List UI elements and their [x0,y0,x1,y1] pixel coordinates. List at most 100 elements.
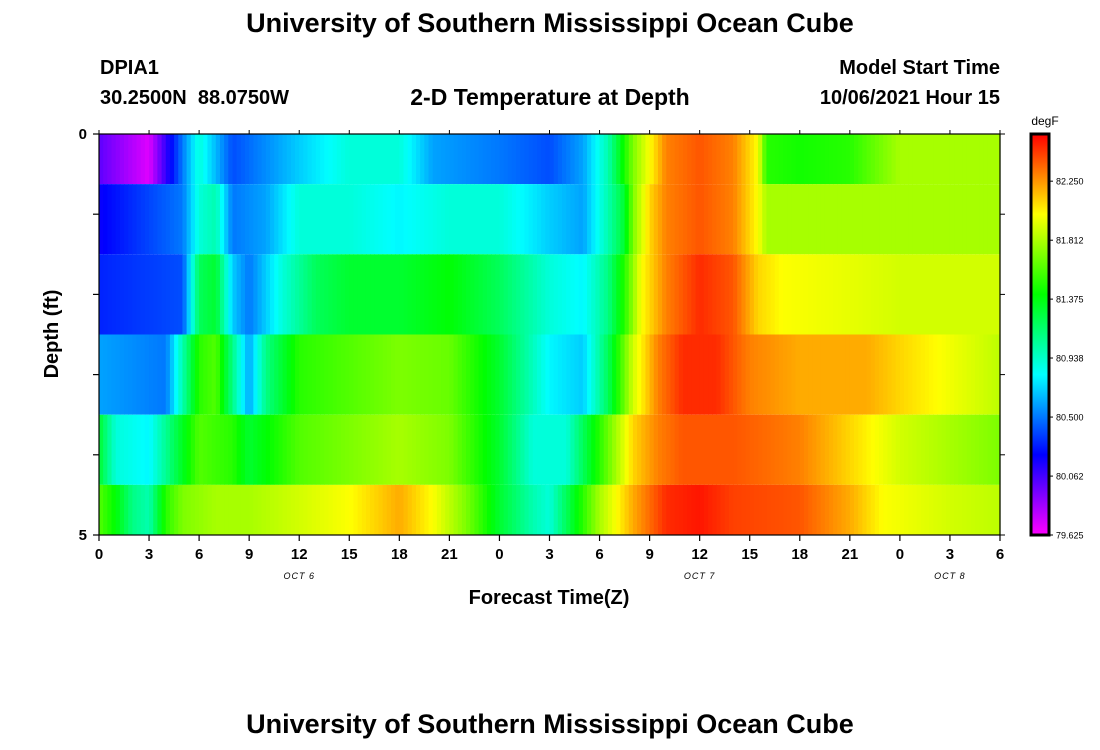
heatmap-cell [299,414,304,485]
heatmap-cell [866,254,872,335]
heatmap-cell [516,254,521,335]
heatmap-cell [803,334,809,415]
heatmap-cell [253,254,259,335]
heatmap-cell [349,334,355,415]
heatmap-cell [420,184,425,255]
heatmap-cell [708,134,713,185]
heatmap-cell [399,334,405,415]
heatmap-cell [361,484,367,536]
heatmap-cell [128,414,133,485]
heatmap-cell [503,254,509,335]
heatmap-cell [303,134,309,185]
heatmap-cell [545,484,551,536]
heatmap-cell [854,184,859,255]
heatmap-cell [132,484,138,536]
heatmap-cell [637,134,642,185]
heatmap-cell [904,184,909,255]
heatmap-cell [712,334,717,415]
heatmap-cell [307,184,313,255]
heatmap-cell [332,484,338,536]
heatmap-cell [632,134,638,185]
heatmap-cell [924,184,930,255]
heatmap-cell [645,484,651,536]
heatmap-cell [486,184,492,255]
heatmap-cell [516,484,521,536]
heatmap-cell [612,184,617,255]
heatmap-cell [699,334,705,415]
heatmap-cell [858,184,863,255]
heatmap-cell [587,134,592,185]
heatmap-cell [770,184,776,255]
heatmap-cell [257,334,263,415]
heatmap-cell [261,484,267,536]
heatmap-cell [908,484,913,536]
heatmap-cell [295,184,300,255]
heatmap-cell [733,414,738,485]
heatmap-cell [879,334,884,415]
heatmap-cell [803,484,809,536]
heatmap-cell [119,414,125,485]
heatmap-cell [574,414,580,485]
heatmap-cell [295,134,300,185]
heatmap-cell [828,254,834,335]
heatmap-cell [695,484,701,536]
heatmap-cell [674,184,680,255]
heatmap-cell [286,184,292,255]
heatmap-cell [274,484,279,536]
heatmap-cell [424,134,430,185]
heatmap-cell [883,334,888,415]
heatmap-cell [315,254,321,335]
heatmap-cell [536,414,542,485]
heatmap-cell [945,484,951,536]
heatmap-cell [219,334,225,415]
heatmap-cell [987,254,993,335]
heatmap-cell [324,334,330,415]
heatmap-cell [532,414,538,485]
heatmap-cell [428,334,434,415]
heatmap-cell [628,134,634,185]
heatmap-cell [582,254,588,335]
heatmap-cell [795,334,801,415]
heatmap-cell [845,484,851,536]
heatmap-cell [157,134,163,185]
heatmap-cell [678,134,684,185]
heatmap-cell [791,334,797,415]
heatmap-cell [970,184,976,255]
heatmap-cell [858,414,863,485]
heatmap-cell [803,134,809,185]
heatmap-cell [620,484,626,536]
heatmap-cell [232,184,238,255]
heatmap-cell [653,184,659,255]
heatmap-cell [678,184,684,255]
heatmap-cell [320,254,325,335]
heatmap-cell [770,334,776,415]
heatmap-cell [149,414,154,485]
heatmap-cell [841,334,847,415]
heatmap-cell [457,184,463,255]
heatmap-cell [303,254,309,335]
heatmap-cell [161,184,167,255]
heatmap-cell [741,184,747,255]
heatmap-cell [119,484,125,536]
heatmap-cell [257,484,263,536]
heatmap-cell [140,134,146,185]
heatmap-cell [745,134,751,185]
heatmap-cell [653,334,659,415]
y-axis-label: Depth (ft) [41,290,63,379]
heatmap-cell [574,334,580,415]
heatmap-cell [140,254,146,335]
heatmap-cell [866,134,872,185]
heatmap-cell [582,414,588,485]
heatmap-cell [691,414,697,485]
heatmap-cell [787,184,793,255]
heatmap-cell [695,414,701,485]
heatmap-cell [741,134,747,185]
heatmap-cell [249,484,254,536]
heatmap-cell [153,334,158,415]
heatmap-cell [720,134,726,185]
heatmap-cell [399,134,405,185]
heatmap-cell [194,134,200,185]
heatmap-cell [574,254,580,335]
heatmap-cell [987,414,993,485]
heatmap-cell [211,414,217,485]
